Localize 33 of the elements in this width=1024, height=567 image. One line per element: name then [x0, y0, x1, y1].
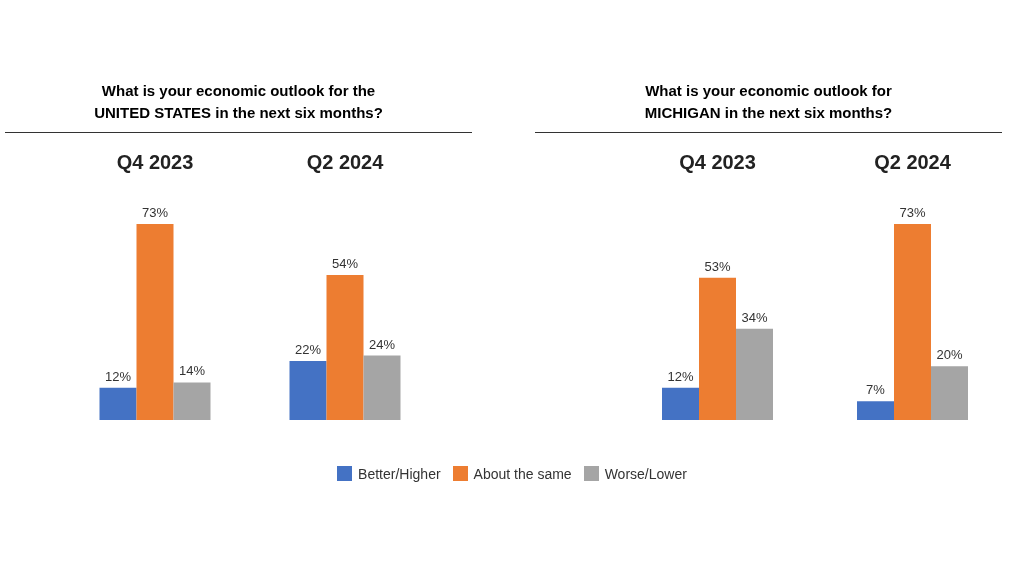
- bar: [289, 360, 327, 420]
- data-label: 14%: [178, 363, 206, 379]
- x-tick-label: Q4 2023: [116, 151, 194, 173]
- bar: [136, 224, 174, 420]
- bar: [662, 387, 699, 420]
- data-label: 24%: [368, 336, 396, 352]
- data-label: 7%: [866, 382, 886, 398]
- data-label: 22%: [294, 341, 322, 357]
- legend-label: Worse/Lower: [603, 466, 687, 482]
- x-tick-label: Q2 2024: [874, 151, 952, 173]
- chart-title: What is your economic outlook for the UNITED STATES in the next six months?: [5, 80, 472, 133]
- bar: [173, 382, 211, 420]
- data-label: 53%: [704, 258, 731, 274]
- bar: [363, 355, 401, 420]
- bar: [699, 277, 736, 420]
- data-label: 73%: [141, 205, 169, 220]
- data-label: 54%: [331, 256, 359, 272]
- bar: [931, 366, 968, 420]
- data-label: 34%: [741, 309, 768, 325]
- bar: [99, 387, 137, 420]
- x-tick-label: Q4 2023: [679, 151, 756, 173]
- data-label: 12%: [104, 368, 132, 384]
- bar: [894, 224, 931, 420]
- bar: [326, 275, 364, 420]
- data-label: 20%: [936, 347, 963, 363]
- bar: [857, 401, 894, 420]
- legend-label: About the same: [472, 466, 572, 482]
- bar: [736, 328, 773, 420]
- x-tick-label: Q2 2024: [306, 151, 385, 173]
- legend-label: Better/Higher: [357, 466, 441, 482]
- data-label: 73%: [899, 205, 926, 220]
- data-label: 12%: [667, 368, 694, 384]
- chart-title: What is your economic outlook for MICHIGAN in the next six months?: [535, 80, 1002, 133]
